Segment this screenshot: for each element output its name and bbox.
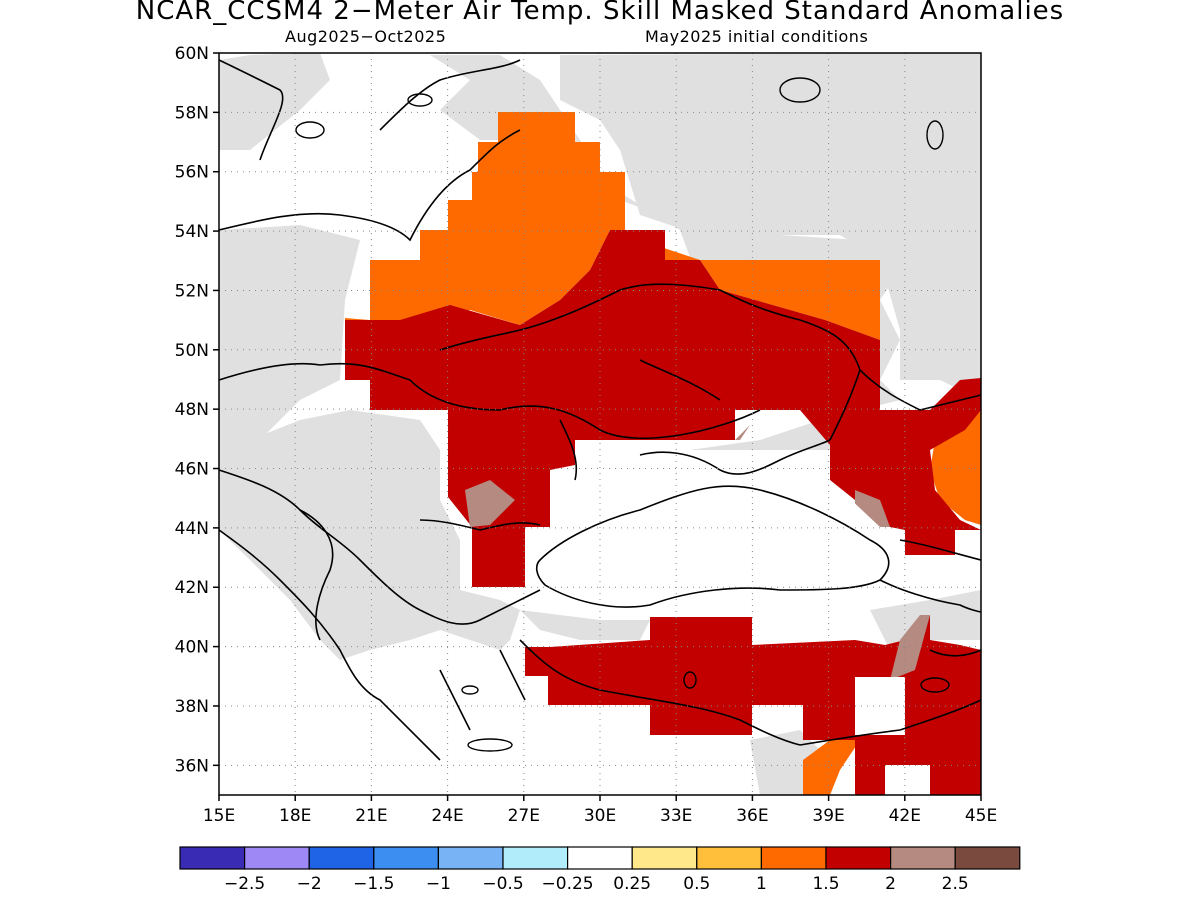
map-panel: 15E 18E 21E 24E 27E 30E 33E 36E 39E 42E 45E 36N 38N… xyxy=(175,44,998,826)
longitude-label: 15E xyxy=(203,806,235,826)
longitude-label: 45E xyxy=(965,806,997,826)
colorbar-swatch xyxy=(244,846,310,870)
longitude-label: 30E xyxy=(584,806,616,826)
colorbar-label: 2.5 xyxy=(942,874,969,894)
colorbar-swatch xyxy=(373,846,439,870)
longitude-label: 39E xyxy=(812,806,844,826)
latitude-label: 56N xyxy=(175,163,209,183)
colorbar-swatch xyxy=(631,846,698,870)
islands-and-lakes xyxy=(295,77,950,752)
colorbar-swatch xyxy=(437,846,504,870)
latitude-label: 42N xyxy=(175,578,209,598)
colorbar-label: −2 xyxy=(297,874,322,894)
colorbar-label: −1 xyxy=(426,874,451,894)
colorbar-label: 0.25 xyxy=(613,874,651,894)
longitude-label: 21E xyxy=(355,806,387,826)
gridlines xyxy=(219,53,981,795)
colorbar-label: 1 xyxy=(756,874,767,894)
coastlines-and-borders xyxy=(218,59,982,761)
colorbar-label: −1.5 xyxy=(353,874,394,894)
colorbar-swatch xyxy=(954,846,1021,870)
latitude-label: 46N xyxy=(175,460,209,480)
latitude-label: 48N xyxy=(175,400,209,420)
colorbar-label: 1.5 xyxy=(812,874,839,894)
latitude-label: 38N xyxy=(175,697,209,717)
longitude-label: 42E xyxy=(889,806,921,826)
anomaly-1-to-1.5-areas xyxy=(345,112,981,795)
colorbar-label: 2 xyxy=(885,874,896,894)
colorbar-swatch xyxy=(179,846,246,870)
longitude-label: 24E xyxy=(431,806,463,826)
longitude-label: 33E xyxy=(660,806,692,826)
colorbar-label: −0.25 xyxy=(542,874,594,894)
colorbar-label: −2.5 xyxy=(224,874,265,894)
colorbar-label: 0.5 xyxy=(683,874,710,894)
latitude-label: 36N xyxy=(175,756,209,776)
longitude-labels: 15E 18E 21E 24E 27E 30E 33E 36E 39E 42E 45E xyxy=(203,795,997,826)
latitude-label: 54N xyxy=(175,222,209,242)
longitude-label: 18E xyxy=(279,806,311,826)
colorbar-swatch xyxy=(825,846,892,870)
forecast-period: Aug2025−Oct2025 xyxy=(285,27,447,46)
latitude-label: 40N xyxy=(175,638,209,658)
colorbar-swatch xyxy=(308,846,375,870)
latitude-label: 60N xyxy=(175,44,209,64)
map-title: NCAR_CCSM4 2−Meter Air Temp. Skill Maske… xyxy=(135,0,1065,26)
latitude-labels: 36N 38N 40N 42N 44N 46N 48N 50N 52N 54N 56N 58N 60N xyxy=(175,44,219,776)
longitude-label: 27E xyxy=(508,806,540,826)
latitude-label: 44N xyxy=(175,519,209,539)
colorbar-swatch xyxy=(696,846,762,870)
longitude-label: 36E xyxy=(736,806,768,826)
colorbar-swatch xyxy=(760,846,827,870)
latitude-label: 52N xyxy=(175,281,209,301)
colorbar-swatch xyxy=(502,846,569,870)
latitude-label: 58N xyxy=(175,103,209,123)
initial-conditions-label: May2025 initial conditions xyxy=(645,27,869,46)
colorbar-swatch xyxy=(889,846,956,870)
colorbar-label: −0.5 xyxy=(482,874,523,894)
colorbar-swatch xyxy=(566,846,633,870)
colorbar: −2.5 −2 −1.5 −1 −0.5 −0.25 0.25 0.5 1 1.5 2 2.5 xyxy=(179,846,1021,894)
azov-coast xyxy=(639,439,831,475)
latitude-label: 50N xyxy=(175,341,209,361)
